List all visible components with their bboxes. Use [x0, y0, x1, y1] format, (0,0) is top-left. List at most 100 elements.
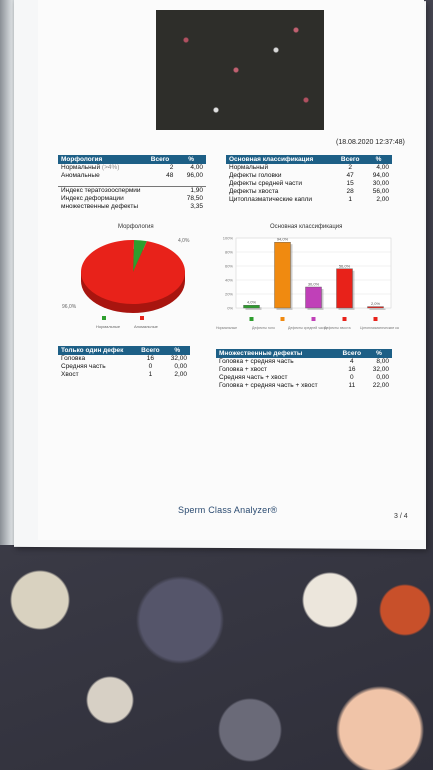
pie-label-abnormal: 96,0%	[62, 304, 77, 310]
report-datetime: (18.08.2020 12:37:48)	[336, 139, 405, 146]
pie-slice-Аномальные	[80, 240, 185, 304]
table-row: Дефекты хвоста 28 56,00	[226, 188, 392, 196]
single-defect-table: Только один дефек Всего % Головка 16 32,00…	[58, 346, 190, 379]
report-sheet: (18.08.2020 12:37:48) Морфология Всего %…	[38, 0, 424, 540]
row-total: 28	[346, 188, 354, 195]
bar-legend-swatch	[249, 317, 254, 321]
index-label: Индекс деформации	[61, 195, 124, 202]
bar-legend-label: Дефекты голо	[252, 326, 275, 330]
row-label: Средняя часть	[61, 363, 106, 370]
row-label: Средняя часть + хвост	[219, 374, 288, 381]
row-label: Цитоплазматические капли	[229, 196, 313, 203]
bar-shadow	[369, 308, 386, 310]
bar-legend-swatch	[280, 317, 285, 321]
morphology-header-pct: %	[176, 155, 206, 164]
bar-4	[367, 306, 384, 309]
microscope-image	[156, 10, 324, 130]
multiple-defects-header-total: Всего	[337, 349, 367, 358]
table-row: Средняя часть + хвост 0 0,00	[216, 374, 392, 382]
bar-data-label: 94,0%	[277, 237, 289, 242]
row-total: 15	[346, 180, 354, 187]
row-label: Головка	[61, 355, 86, 362]
pie-chart-title: Морфология	[118, 224, 154, 230]
row-pct: 0,00	[376, 374, 389, 381]
bar-legend-label: Нормальные	[216, 326, 237, 330]
row-label: Головка + хвост	[219, 366, 267, 373]
bar-legend-label: Цитоплазматические капли	[360, 326, 399, 330]
bar-data-label: 56,0%	[339, 263, 351, 268]
row-pct: 94,00	[372, 172, 389, 179]
row-pct: 4,00	[376, 164, 389, 171]
bar-0	[243, 304, 260, 309]
row-label: Нормальный	[61, 164, 101, 171]
table-row: Головка + средняя часть + хвост 11 22,00	[216, 382, 392, 390]
row-pct: 2,00	[174, 371, 187, 378]
row-pct: 22,00	[372, 382, 389, 389]
indices-table: Индекс тератозооспермии 1,90 Индекс дефо…	[58, 186, 206, 211]
main-class-header-total: Всего	[335, 155, 366, 164]
bar-3	[336, 268, 353, 309]
table-row: Индекс деформации 78,50	[58, 195, 206, 203]
index-label: множественные дефекты	[61, 203, 138, 210]
row-pct: 32,00	[170, 355, 187, 362]
row-total: 2	[169, 164, 174, 171]
brand-footer: Sperm Class Analyzer®	[178, 505, 278, 515]
row-total: 2	[348, 164, 352, 171]
morphology-table: Морфология Всего % Нормальный (>4%) 2 4,…	[58, 155, 206, 180]
bar-chart-title: Основная классификация	[270, 224, 343, 230]
bar-1	[274, 241, 291, 309]
table-row: множественные дефекты 3,35	[58, 203, 206, 211]
row-total: 11	[348, 382, 356, 389]
row-label: Аномальные	[61, 172, 100, 179]
row-note: (>4%)	[101, 164, 120, 171]
classification-bar-chart: 0% 20% 40% 60% 80% 100% 4,0% 94,0% 30,0% 56,0% 2,0…	[216, 236, 399, 331]
morphology-header-total: Всего	[143, 155, 177, 164]
table-row: Головка 16 32,00	[58, 355, 190, 363]
row-label: Дефекты хвоста	[229, 188, 279, 195]
table-row: Цитоплазматические капли 1 2,00	[226, 196, 392, 204]
row-pct: 96,00	[186, 172, 203, 179]
bar-legend-swatch	[373, 317, 378, 321]
row-pct: 2,00	[376, 196, 389, 203]
row-total: 0	[350, 374, 354, 381]
bar-legend-swatch	[311, 317, 316, 321]
bar-ytick-label: 60%	[225, 264, 233, 269]
row-pct: 0,00	[174, 363, 187, 370]
bar-shadow	[245, 307, 262, 310]
row-total: 0	[148, 363, 153, 370]
bar-2	[305, 286, 322, 309]
index-value: 1,90	[190, 187, 203, 194]
table-row: Головка + хвост 16 32,00	[216, 366, 392, 374]
index-value: 3,35	[190, 203, 203, 210]
table-row: Дефекты головки 47 94,00	[226, 172, 392, 180]
bar-legend-label: Дефекты хвоста	[324, 326, 351, 330]
pie-slice-Нормальные	[133, 240, 147, 272]
table-row: Дефекты средней части 15 30,00	[226, 180, 392, 188]
main-class-header-pct: %	[365, 155, 392, 164]
row-total: 16	[146, 355, 155, 362]
single-defect-header-total: Всего	[136, 346, 165, 355]
index-value: 78,50	[186, 195, 203, 202]
row-label: Дефекты средней части	[229, 180, 302, 187]
row-total: 4	[350, 358, 354, 365]
row-total: 1	[348, 196, 352, 203]
multiple-defects-table: Множественные дефекты Всего % Головка + …	[216, 349, 392, 390]
bar-ytick-label: 0%	[227, 306, 233, 311]
page-number: 3 / 4	[394, 513, 408, 520]
bar-ytick-label: 20%	[225, 292, 233, 297]
multiple-defects-header: Множественные дефекты	[216, 349, 338, 358]
row-pct: 30,00	[372, 180, 389, 187]
morphology-header: Морфология	[58, 155, 144, 164]
table-row: Средняя часть 0 0,00	[58, 363, 190, 371]
bar-ytick-label: 100%	[223, 236, 234, 241]
table-row: Хвост 1 2,00	[58, 371, 190, 379]
single-defect-header-pct: %	[164, 346, 190, 355]
bar-data-label: 2,0%	[371, 301, 381, 306]
main-classification-table: Основная классификация Всего % Нормальны…	[226, 155, 392, 204]
main-class-header: Основная классификация	[226, 155, 336, 164]
pie-legend-swatch	[102, 316, 106, 320]
row-label: Дефекты головки	[229, 172, 282, 179]
pie-legend-swatch	[140, 316, 144, 320]
table-row: Головка + средняя часть 4 8,00	[216, 358, 392, 366]
row-total: 1	[148, 371, 153, 378]
